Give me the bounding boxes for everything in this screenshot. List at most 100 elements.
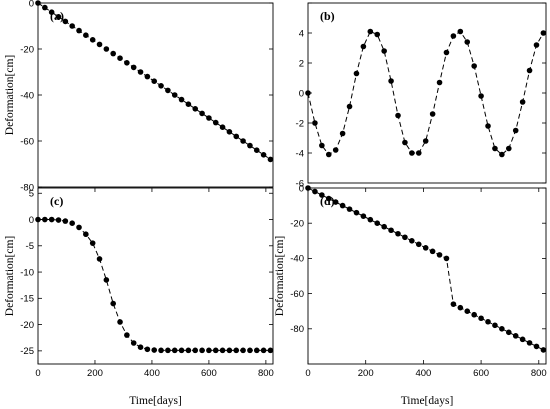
- panel-d-data-point: [526, 340, 533, 346]
- panel-d-data-point: [540, 347, 547, 353]
- panel-c-ytick-label: -15: [20, 294, 34, 305]
- panel-c-data-point: [110, 300, 116, 307]
- panel-d-data-point: [353, 209, 360, 216]
- panel-b-data-point: [436, 79, 443, 86]
- panel-d-xtick-label: 400: [415, 368, 431, 379]
- panel-b-data-point: [312, 120, 318, 126]
- panel-c-ytick-label: 0: [29, 215, 34, 226]
- panel-d-ytick-label: -20: [290, 219, 304, 230]
- panel-a-data-point: [144, 73, 151, 80]
- panel-a-data-point: [124, 60, 130, 66]
- panel-b-label: (b): [320, 9, 335, 23]
- panel-b-data-point: [526, 67, 533, 74]
- panel-b-ytick-label: 0: [299, 88, 304, 99]
- panel-b-data-point: [492, 145, 498, 152]
- panel-a-data-point: [48, 9, 55, 15]
- panel-d-data-point: [305, 185, 311, 191]
- panel-a-data-point: [178, 96, 185, 103]
- panel-b-data-point: [533, 42, 540, 48]
- panel-d-data-point: [533, 343, 540, 350]
- panel-c-frame: [37, 187, 274, 365]
- panel-c-data-point: [158, 347, 164, 354]
- panel-b-data-point: [388, 78, 394, 84]
- panel-b-ytick-label: 2: [299, 58, 304, 69]
- panel-b-ytick-label: -2: [296, 118, 304, 129]
- panel-d-data-point: [457, 304, 464, 311]
- panel-a-ytick-label: 0: [29, 0, 34, 9]
- panel-a-data-point: [158, 83, 164, 89]
- panel-a-data-point: [192, 106, 199, 112]
- panel-d-data-point: [499, 326, 505, 332]
- panel-a-data-point: [130, 64, 137, 71]
- panel-c: 50-5-10-15-20-250 200 400 600 800(c)Deformat…: [4, 187, 274, 407]
- panel-c-data-point: [151, 347, 158, 353]
- panel-a-data-point: [165, 87, 171, 94]
- panel-a-data-point: [96, 41, 103, 48]
- panel-d-data-point: [519, 336, 526, 343]
- panel-d-data-point: [367, 216, 374, 223]
- panel-c-label: (c): [50, 194, 63, 208]
- panel-d-data-point: [505, 329, 512, 336]
- panel-d-data-point: [512, 333, 519, 339]
- panel-b-data-point: [457, 28, 464, 35]
- panel-c-data-point: [226, 347, 233, 354]
- panel-b-data-point: [443, 49, 450, 56]
- panel-b-data-point: [499, 151, 505, 158]
- panel-d-frame: [307, 187, 547, 365]
- panel-c-data-point: [89, 240, 96, 246]
- panel-c-ytick-label: -10: [20, 267, 34, 278]
- panel-d-data-point: [450, 301, 457, 307]
- panel-d-xtick-label: 200: [358, 368, 374, 379]
- panel-d-data-point: [464, 308, 471, 315]
- panel-b-ytick-label: -6: [296, 178, 304, 189]
- panel-a-data-point: [110, 50, 116, 57]
- panel-c-ytick-label: -5: [26, 241, 34, 252]
- panel-a-ytick-label: -60: [20, 136, 34, 147]
- panel-a-label: (a): [50, 9, 64, 23]
- panel-c-data-point: [247, 347, 253, 354]
- panel-d: 0 -20 -40 -60 -80 0 200 400 600 800 (d) Deformation…: [274, 183, 547, 407]
- panel-d-ytick-label: -80: [290, 324, 304, 335]
- panel-c-data-point: [240, 347, 246, 354]
- panel-a-data-point: [212, 119, 219, 126]
- panel-c-ytick-label: -20: [20, 320, 34, 331]
- panel-b-data-point: [353, 70, 360, 77]
- panel-b-data-point: [471, 63, 477, 69]
- panel-a-data-point: [247, 142, 253, 149]
- panel-b-data-point: [339, 130, 346, 137]
- panel-d-data-point: [471, 311, 477, 318]
- panel-c-xtick-label: 200: [87, 368, 103, 379]
- panel-d-data-point: [395, 230, 401, 237]
- panel-b-data-point: [464, 39, 471, 45]
- panel-c-data-point: [83, 231, 89, 238]
- panel-c-data-point: [212, 347, 219, 354]
- panel-c-data-point: [178, 347, 185, 354]
- panel-d-data-point: [492, 322, 498, 329]
- panel-b-data-point: [485, 123, 491, 129]
- panel-b-data-point: [540, 30, 547, 36]
- panel-c-data-point: [219, 347, 226, 354]
- panel-c-data-point: [48, 216, 55, 223]
- panel-c-data-point: [137, 344, 144, 350]
- panel-a-data-point: [83, 32, 89, 38]
- panel-b-data-point: [395, 112, 401, 119]
- panel-c-data-point: [130, 340, 137, 346]
- panel-b-data-point: [402, 139, 408, 146]
- panel-a-data-point: [185, 101, 192, 107]
- panel-a-ytick-label: -20: [20, 44, 34, 55]
- panel-d-data-point: [485, 318, 491, 325]
- panel-d-label: (d): [320, 194, 335, 208]
- panel-c-ytick-label: -25: [20, 346, 34, 357]
- panel-a-data-point: [151, 78, 158, 84]
- panel-c-data-point: [124, 332, 130, 338]
- panel-a-data-point: [69, 23, 75, 29]
- panel-b-frame: [307, 2, 547, 184]
- panel-d-data-point: [409, 238, 415, 244]
- panel-a-data-point: [137, 69, 144, 75]
- panel-d-data-point: [360, 213, 367, 219]
- panel-c-data-point: [55, 217, 62, 223]
- panel-d-data-point: [415, 241, 422, 248]
- panel-a-data-point: [171, 92, 178, 98]
- panel-b-data-point: [381, 48, 387, 54]
